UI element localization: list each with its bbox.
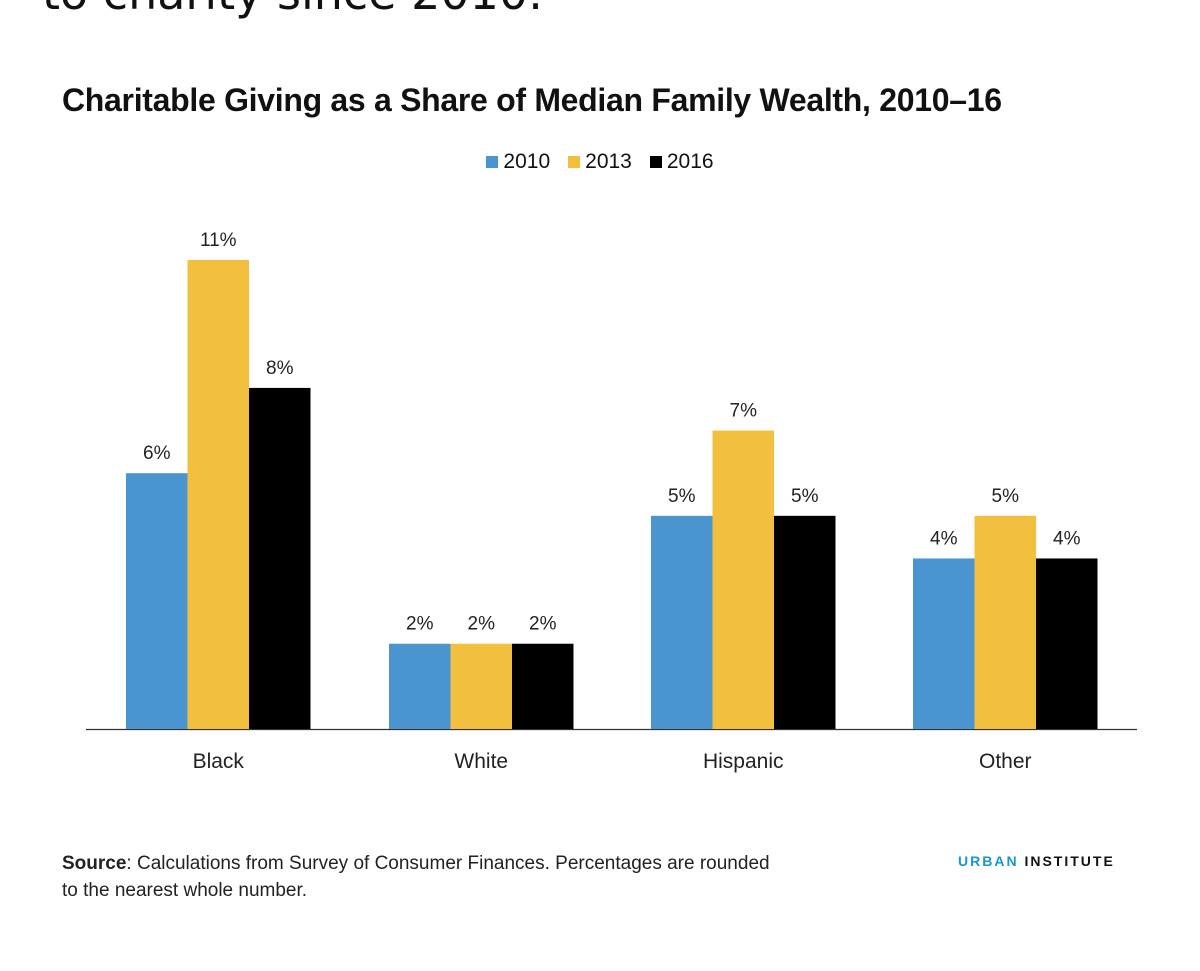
bar-other-2016 bbox=[1036, 558, 1098, 729]
data-label-white-2010: 2% bbox=[406, 614, 434, 635]
data-label-other-2016: 4% bbox=[1053, 528, 1081, 549]
chart-title: Charitable Giving as a Share of Median F… bbox=[62, 82, 1002, 118]
bar-white-2010 bbox=[389, 643, 451, 729]
bar-hispanic-2016 bbox=[774, 515, 836, 729]
bar-white-2013 bbox=[450, 643, 512, 729]
legend-label-2013: 2013 bbox=[585, 150, 632, 173]
legend-swatch-2013 bbox=[568, 156, 581, 168]
bar-hispanic-2010 bbox=[651, 515, 713, 729]
data-label-other-2013: 5% bbox=[992, 486, 1020, 507]
bar-black-2016 bbox=[249, 387, 311, 729]
bar-black-2010 bbox=[126, 473, 188, 729]
data-label-other-2010: 4% bbox=[930, 528, 958, 549]
category-label-white: White bbox=[454, 750, 508, 773]
data-label-black-2010: 6% bbox=[143, 443, 171, 464]
legend-swatch-2016 bbox=[649, 156, 662, 168]
data-label-white-2013: 2% bbox=[468, 614, 496, 635]
bar-white-2016 bbox=[512, 643, 574, 729]
source-note: Source: Calculations from Survey of Cons… bbox=[62, 850, 782, 904]
source-label: Source bbox=[62, 853, 127, 874]
chart-legend: 2010 2013 2016 bbox=[0, 150, 1200, 174]
data-label-white-2016: 2% bbox=[529, 614, 557, 635]
legend-item-2013: 2013 bbox=[568, 150, 632, 174]
bar-other-2010 bbox=[913, 558, 975, 729]
legend-item-2016: 2016 bbox=[649, 150, 714, 174]
data-label-hispanic-2010: 5% bbox=[668, 486, 696, 507]
category-label-black: Black bbox=[193, 750, 245, 773]
legend-label-2016: 2016 bbox=[666, 150, 714, 173]
data-label-hispanic-2016: 5% bbox=[791, 486, 819, 507]
legend-swatch-2010 bbox=[486, 156, 499, 168]
legend-item-2010: 2010 bbox=[486, 150, 550, 174]
category-label-hispanic: Hispanic bbox=[703, 750, 784, 773]
data-label-black-2016: 8% bbox=[266, 358, 294, 379]
header-text: to charity since 2010. bbox=[42, 0, 543, 20]
bar-other-2013 bbox=[974, 515, 1036, 729]
bar-black-2013 bbox=[187, 260, 249, 729]
brand-urban: URBAN bbox=[958, 853, 1019, 869]
data-label-hispanic-2013: 7% bbox=[730, 401, 758, 422]
legend-label-2010: 2010 bbox=[503, 150, 551, 173]
category-label-other: Other bbox=[979, 750, 1032, 773]
urban-institute-logo: URBAN INSTITUTE bbox=[958, 853, 1115, 869]
source-text: : Calculations from Survey of Consumer F… bbox=[62, 853, 770, 901]
bar-hispanic-2013 bbox=[712, 430, 774, 729]
data-label-black-2013: 11% bbox=[200, 230, 237, 251]
brand-institute: INSTITUTE bbox=[1024, 853, 1115, 869]
